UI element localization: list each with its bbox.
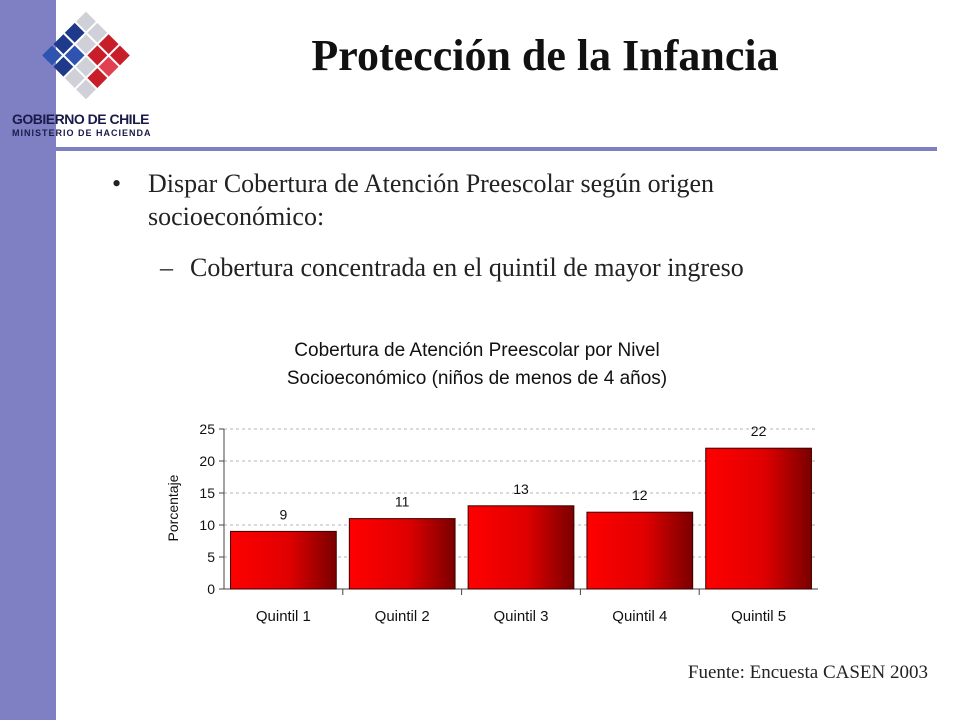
title-divider [32, 147, 937, 151]
bar-value-label: 22 [751, 423, 767, 439]
x-tick-label: Quintil 4 [612, 608, 667, 625]
bullet-main-text: Dispar Cobertura de Atención Preescolar … [148, 169, 715, 231]
gobierno-de-chile-logo [42, 11, 130, 100]
logo-text-gobierno: GOBIERNO DE CHILE [12, 111, 149, 127]
x-tick-label: Quintil 1 [256, 608, 311, 625]
y-tick-label: 15 [199, 485, 215, 501]
bar-5 [705, 447, 812, 590]
left-accent-bar [0, 0, 56, 720]
slide-title: Protección de la Infancia [311, 31, 779, 80]
y-tick-label: 0 [207, 581, 215, 597]
chart-title-line1: Cobertura de Atención Preescolar por Niv… [294, 340, 659, 361]
bar-value-label: 12 [632, 487, 648, 503]
bar-value-label: 11 [395, 494, 410, 510]
x-tick-label: Quintil 3 [493, 608, 548, 625]
source-note: Fuente: Encuesta CASEN 2003 [687, 662, 928, 683]
sub-bullet-marker: – [160, 253, 173, 282]
bar-3 [467, 505, 575, 590]
bar-value-label: 13 [513, 481, 529, 497]
chart-title-line2: Socioeconómico (niños de menos de 4 años… [287, 368, 667, 389]
plot-area: 0 5 10 15 20 25 9 Quintil 1 11 Quintil 2 13 Quintil… [199, 421, 818, 625]
x-tick-label: Quintil 2 [375, 608, 430, 625]
bar-1 [230, 530, 337, 590]
bar-value-label: 9 [280, 506, 288, 522]
x-tick-label: Quintil 5 [731, 608, 786, 625]
y-tick-label: 5 [207, 549, 215, 565]
bar-4 [586, 511, 694, 590]
y-tick-label: 10 [199, 517, 215, 533]
bar-2 [348, 518, 456, 590]
bullet-sub-text: Cobertura concentrada en el quintil de m… [190, 253, 744, 282]
y-tick-label: 25 [199, 421, 215, 437]
y-axis-label: Porcentaje [165, 474, 181, 541]
bullet-marker: • [112, 169, 122, 198]
logo-text-ministerio: MINISTERIO DE HACIENDA [12, 128, 152, 138]
y-tick-label: 20 [199, 453, 215, 469]
